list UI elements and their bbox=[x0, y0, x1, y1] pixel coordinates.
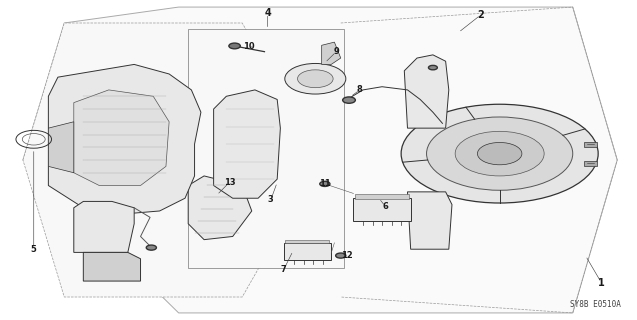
Circle shape bbox=[429, 65, 438, 70]
Polygon shape bbox=[23, 7, 617, 313]
Text: 8: 8 bbox=[357, 85, 362, 94]
Polygon shape bbox=[48, 122, 74, 173]
Text: 2: 2 bbox=[477, 10, 484, 20]
Circle shape bbox=[229, 43, 240, 49]
Circle shape bbox=[343, 97, 355, 103]
Circle shape bbox=[427, 117, 573, 190]
Polygon shape bbox=[213, 90, 280, 198]
Text: 12: 12 bbox=[341, 251, 353, 260]
Polygon shape bbox=[74, 201, 134, 252]
Polygon shape bbox=[48, 64, 201, 214]
Circle shape bbox=[297, 70, 333, 88]
Polygon shape bbox=[83, 252, 141, 281]
Text: 7: 7 bbox=[281, 265, 287, 275]
Bar bbox=[355, 194, 409, 199]
Circle shape bbox=[336, 253, 346, 258]
Circle shape bbox=[320, 181, 330, 187]
Circle shape bbox=[477, 142, 522, 165]
Circle shape bbox=[147, 245, 157, 250]
Text: 9: 9 bbox=[333, 47, 339, 56]
Text: 6: 6 bbox=[382, 202, 388, 211]
Circle shape bbox=[285, 63, 346, 94]
Text: SY8B E0510A: SY8B E0510A bbox=[569, 300, 620, 308]
Circle shape bbox=[455, 131, 544, 176]
Bar bbox=[285, 240, 329, 244]
Text: 13: 13 bbox=[224, 178, 235, 187]
Text: 1: 1 bbox=[598, 278, 605, 288]
Bar bbox=[584, 141, 597, 147]
Bar bbox=[354, 198, 411, 220]
Bar bbox=[188, 29, 344, 268]
Polygon shape bbox=[404, 55, 449, 128]
Bar bbox=[584, 161, 597, 166]
Text: 3: 3 bbox=[268, 195, 274, 204]
Text: 10: 10 bbox=[243, 42, 254, 52]
Polygon shape bbox=[74, 90, 169, 186]
Bar bbox=[283, 243, 331, 260]
Text: 11: 11 bbox=[319, 180, 331, 188]
Polygon shape bbox=[188, 176, 252, 240]
Circle shape bbox=[401, 104, 598, 203]
Polygon shape bbox=[322, 42, 341, 64]
Polygon shape bbox=[23, 23, 280, 297]
Text: 5: 5 bbox=[31, 245, 37, 254]
Text: 4: 4 bbox=[264, 8, 271, 19]
Polygon shape bbox=[408, 192, 452, 249]
